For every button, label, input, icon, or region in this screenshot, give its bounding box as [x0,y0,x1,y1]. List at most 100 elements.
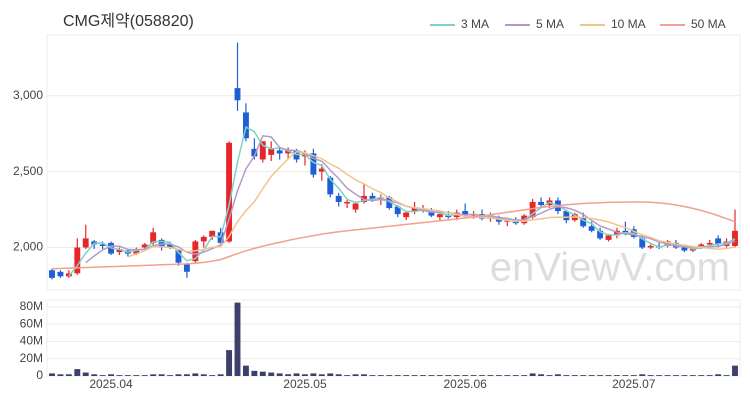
volume-bar [664,375,671,376]
volume-bar [285,374,292,376]
candle-body [335,195,342,202]
candle-body [445,215,452,218]
candle-body [344,201,351,204]
volume-bar [529,373,536,376]
volume-bar [167,375,174,376]
volume-bar [462,375,469,376]
volume-bar [133,375,140,376]
candle-body [167,244,174,248]
volume-bar [65,374,72,376]
volume-bar [487,375,494,376]
volume-bar [150,374,157,376]
candle-body [310,153,317,175]
volume-bar [217,374,224,376]
volume-bar [656,375,663,376]
candle-body [352,203,359,210]
volume-bar [495,375,502,376]
legend-label: 10 MA [611,17,646,31]
candle-body [268,148,275,155]
price-panel [46,34,741,291]
candle-body [411,208,418,212]
y-tick-label: 2,500 [13,164,43,178]
candle-body [588,226,595,231]
candle-body [436,214,443,218]
volume-bar [689,375,696,376]
volume-bar [251,370,258,376]
y-tick-label: 2,000 [13,240,43,254]
volume-bar [49,373,55,376]
y-tick-label: 80M [20,299,43,313]
volume-bar [116,375,123,376]
y-tick-label: 40M [20,334,43,348]
candle-body [605,235,612,240]
volume-bar [538,374,545,376]
volume-bar [588,375,595,376]
volume-bar [394,375,401,376]
volume-bar [344,375,351,376]
volume-bar [234,302,241,376]
volume-bar [706,375,713,376]
candle-body [99,244,106,246]
volume-bar [639,374,646,376]
volume-bar [715,374,722,376]
volume-bar [411,375,418,376]
volume-bar [361,374,367,376]
candle-body [150,232,157,243]
chart-title: CMG제약(058820) [63,12,194,30]
x-tick-label: 2025.07 [612,377,656,391]
volume-bar [698,375,705,376]
volume-bar [504,375,511,376]
volume-bar [597,375,604,376]
volume-bar [352,374,359,376]
x-tick-label: 2025.04 [89,377,133,391]
volume-bar [403,375,410,376]
candle-body [428,211,435,216]
volume-bar [445,375,452,376]
volume-bar [521,375,528,376]
volume-bar [605,375,612,376]
volume-bar [453,375,460,376]
volume-bar [512,375,519,376]
volume-bar [82,372,89,376]
candle-body [394,206,401,215]
candle-body [706,242,713,245]
x-tick-label: 2025.06 [443,377,487,391]
legend-label: 5 MA [536,17,564,31]
volume-bar [723,375,730,376]
volume-bar [192,373,199,376]
candle-body [529,201,536,218]
volume-bar [124,375,131,376]
volume-bar [470,375,477,376]
candle-body [715,238,722,245]
volume-bar [242,365,249,376]
volume-bar [369,375,376,376]
candle-body [681,247,688,251]
candle-body [175,250,182,263]
volume-bar [276,373,283,376]
candle-body [622,230,629,233]
volume-bar [613,375,620,376]
volume-bar [209,375,216,376]
candle-body [242,112,249,139]
volume-bar [580,375,587,376]
volume-bar [554,374,561,376]
candle-body [82,238,89,248]
volume-bar [302,374,308,376]
candle-body [183,264,190,272]
candle-body [49,270,55,278]
volume-bar [479,375,485,376]
legend-label: 50 MA [691,17,726,31]
y-tick-label: 20M [20,351,43,365]
volume-bar [681,375,688,376]
volume-bar [386,375,393,376]
volume-bar [335,374,342,376]
volume-bar [108,374,114,376]
volume-bar [74,369,81,376]
candle-body [327,177,334,195]
volume-bar [141,375,148,376]
candle-body [386,197,393,209]
volume-bar [183,374,190,376]
volume-bar [622,375,629,376]
volume-bar [259,371,266,376]
